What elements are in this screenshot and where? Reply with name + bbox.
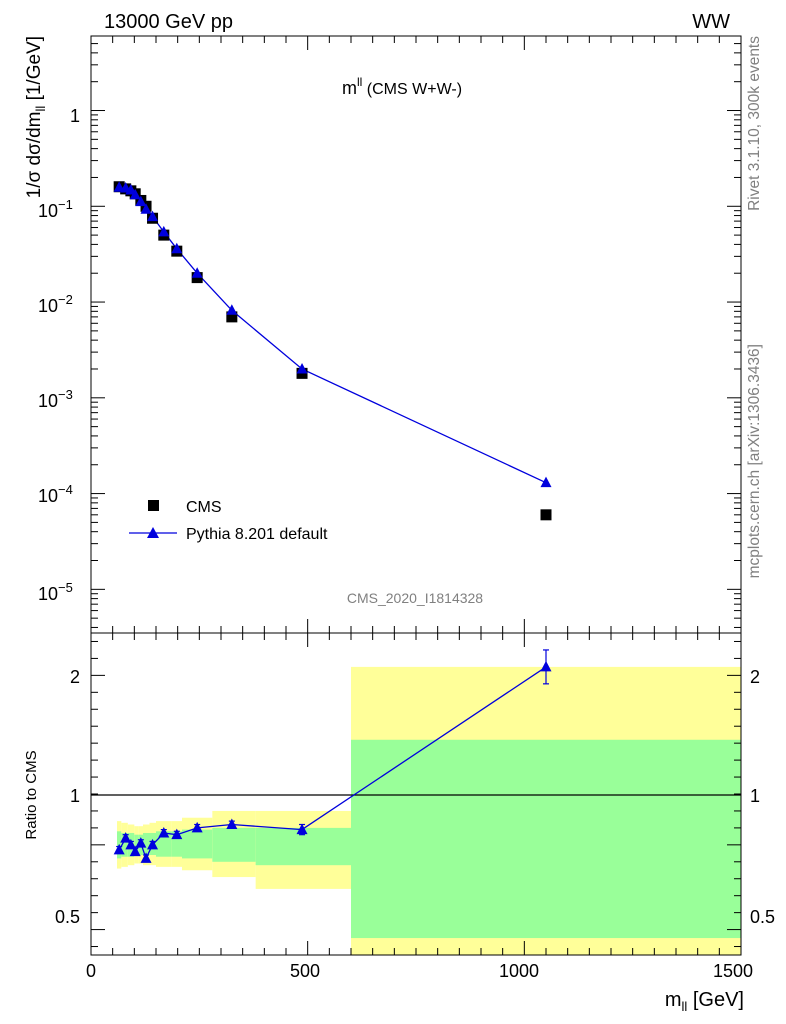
ratio-band-inner: [351, 739, 741, 939]
xtick-label-500: 500: [290, 961, 320, 981]
header-process: WW: [692, 11, 730, 33]
ratio-xlabel-main: m: [665, 989, 682, 1011]
main-ticks: [90, 35, 742, 633]
ytick-label-1e-2: 10−2: [38, 292, 73, 316]
ratio-point: [129, 845, 141, 857]
main-ylabel-sub: ll: [33, 106, 48, 112]
ratio-point: [171, 828, 183, 840]
ratio-point: [125, 838, 137, 850]
pythia-point: [129, 188, 141, 200]
ytick-exp-1e-5: −5: [58, 580, 73, 595]
cms-point: [540, 509, 552, 521]
pythia-point: [540, 476, 552, 488]
ratio-band-inner: [171, 831, 182, 857]
pythia-line: [119, 186, 547, 484]
ytick-label-1e-4: 10−4: [38, 482, 73, 506]
ytick-base-1e-5: 10: [38, 584, 58, 604]
ytick-label-1e-5: 10−5: [38, 580, 73, 604]
main-ylabel-main: 1/σ dσ/dm: [24, 111, 45, 198]
ratio-marks: [113, 649, 552, 863]
ytick-base-1e-4: 10: [38, 486, 58, 506]
ratio-band-inner: [212, 827, 256, 862]
xtick-label-0: 0: [86, 961, 96, 981]
ratio-ylabel: Ratio to CMS: [23, 750, 40, 839]
legend-marker-pythia: [147, 527, 159, 538]
ratio-panel: Ratio to CMS 2 1 0.5 2 1 0.5 0 500 1000 …: [23, 632, 775, 1014]
pythia-point: [113, 181, 125, 192]
ratio-band-inner: [182, 829, 213, 859]
ratio-ytick-05-left: 0.5: [55, 907, 80, 927]
ratio-point: [140, 852, 152, 863]
legend-label-pythia: Pythia 8.201 default: [186, 526, 328, 543]
ratio-point: [540, 660, 552, 672]
main-frame: [90, 35, 742, 634]
ytick-exp-1e-1: −1: [58, 197, 73, 212]
rivet-version: Rivet 3.1.10, 300k events: [746, 36, 763, 211]
ytick-label-1e-3: 10−3: [38, 387, 73, 411]
pythia-point: [296, 362, 308, 374]
ratio-ytick-05-right: 0.5: [750, 907, 775, 927]
ytick-base-1e-1: 10: [38, 201, 58, 221]
xtick-label-1500: 1500: [713, 961, 753, 981]
legend: CMS Pythia 8.201 default: [129, 499, 328, 543]
main-ylabel-unit: [1/GeV]: [24, 36, 45, 106]
ratio-ytick-2-right: 2: [750, 667, 760, 687]
analysis-watermark: CMS_2020_I1814328: [347, 590, 483, 606]
ytick-label-1: 1: [70, 106, 80, 126]
cms-point: [226, 311, 238, 323]
mcplots-credit: mcplots.cern.ch [arXiv:1306.3436]: [746, 344, 763, 578]
main-panel: mll (CMS W+W-) 1/σ dσ/dmll [1/GeV] 1 10−…: [24, 35, 742, 634]
main-title-main: m: [342, 78, 357, 98]
pythia-point: [147, 210, 159, 222]
ratio-point: [120, 832, 132, 843]
ytick-exp-1e-2: −2: [58, 292, 73, 307]
pythia-point: [135, 195, 147, 207]
ratio-xlabel-unit: [GeV]: [687, 989, 744, 1011]
pythia-point: [191, 267, 203, 278]
ratio-ytick-1-left: 1: [70, 786, 80, 806]
ytick-exp-1e-3: −3: [58, 387, 73, 402]
ratio-point: [113, 843, 125, 855]
ratio-band-inner: [121, 832, 128, 857]
ratio-ytick-1-right: 1: [750, 786, 760, 806]
ratio-point: [158, 826, 170, 838]
header-energy: 13000 GeV pp: [104, 11, 233, 33]
ratio-xlabel: mll [GeV]: [665, 989, 744, 1014]
pythia-point: [158, 225, 170, 237]
ratio-point: [296, 823, 308, 835]
ytick-base-1e-3: 10: [38, 391, 58, 411]
ratio-band-inner: [143, 832, 150, 856]
main-title-sup: ll: [357, 75, 362, 89]
ratio-point: [226, 818, 238, 830]
ytick-exp-1e-4: −4: [58, 482, 73, 497]
main-title-sub: (CMS W+W-): [362, 81, 462, 98]
legend-label-cms: CMS: [186, 499, 222, 516]
main-ylabel: 1/σ dσ/dmll [1/GeV]: [24, 36, 48, 198]
pythia-point: [140, 203, 152, 214]
main-marks: [113, 181, 552, 521]
ratio-ytick-2-left: 2: [70, 667, 80, 687]
xtick-label-1000: 1000: [499, 961, 539, 981]
ratio-bands: [117, 666, 741, 955]
ytick-base-1e-2: 10: [38, 296, 58, 316]
ratio-xlabel-sub: ll: [682, 999, 688, 1014]
legend-marker-cms: [148, 500, 159, 511]
pythia-point: [171, 242, 183, 254]
ratio-point: [191, 821, 203, 833]
ytick-label-1e-1: 10−1: [38, 197, 73, 221]
ratio-band-inner: [134, 834, 139, 856]
pythia-point: [226, 304, 238, 315]
main-title: mll (CMS W+W-): [342, 75, 462, 98]
ratio-point: [147, 838, 159, 850]
ratio-point: [135, 837, 147, 848]
ratio-ticks: [90, 633, 742, 955]
